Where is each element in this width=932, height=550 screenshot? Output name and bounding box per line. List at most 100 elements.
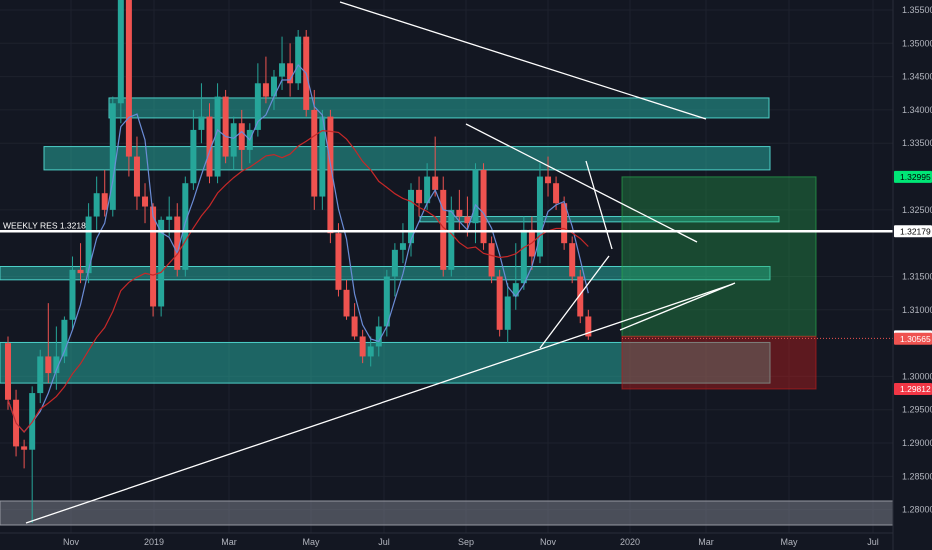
candle-body[interactable]: [77, 269, 84, 274]
time-tick-label: Nov: [540, 537, 557, 547]
price-tick-label: 1.33500: [902, 138, 932, 148]
price-tag: [894, 170, 932, 183]
time-tick-label: Nov: [63, 537, 80, 547]
candle-body[interactable]: [561, 203, 568, 244]
candle-body[interactable]: [488, 243, 495, 277]
candle-body[interactable]: [101, 193, 108, 210]
candle-body[interactable]: [391, 249, 398, 277]
candle-body[interactable]: [230, 123, 237, 157]
candle-body[interactable]: [206, 116, 213, 177]
candle-body[interactable]: [133, 156, 140, 197]
candle-body[interactable]: [456, 209, 463, 217]
trendline[interactable]: [619, 282, 736, 331]
candle-body[interactable]: [270, 76, 277, 97]
fast-moving-average-line: [7, 63, 589, 433]
candle-body[interactable]: [504, 296, 511, 330]
candle-body[interactable]: [254, 83, 261, 130]
candle-body[interactable]: [190, 129, 197, 184]
time-tick-label: May: [780, 537, 798, 547]
trendline[interactable]: [25, 283, 734, 524]
candle-body[interactable]: [5, 343, 11, 400]
candle-body[interactable]: [432, 176, 439, 190]
candle-body[interactable]: [448, 209, 455, 270]
candle-body[interactable]: [367, 346, 374, 357]
candle-body[interactable]: [424, 176, 431, 204]
candle-body[interactable]: [158, 219, 165, 307]
candle-body[interactable]: [335, 233, 342, 290]
time-tick-label: 2020: [620, 537, 640, 547]
candle-body[interactable]: [85, 216, 92, 274]
candle-body[interactable]: [61, 319, 68, 357]
candle-body[interactable]: [214, 96, 221, 177]
candle-body[interactable]: [142, 196, 149, 207]
candle-body[interactable]: [343, 289, 350, 317]
candle-body[interactable]: [295, 36, 302, 84]
candle-body[interactable]: [408, 189, 414, 244]
candle-body[interactable]: [198, 116, 205, 130]
price-tick-label: 1.30000: [902, 371, 932, 381]
candle-body[interactable]: [45, 356, 52, 374]
price-tag: [894, 382, 932, 395]
candle-body[interactable]: [416, 189, 423, 204]
weekly-resistance-label: WEEKLY RES 1.3218: [3, 220, 86, 230]
candle-body[interactable]: [375, 326, 382, 347]
price-tag: [894, 225, 932, 238]
time-tick-label: Sep: [458, 537, 474, 547]
trendline[interactable]: [465, 123, 698, 243]
price-tick-label: 1.31000: [902, 305, 932, 315]
price-tick-label: 1.34500: [902, 72, 932, 82]
candle-body[interactable]: [577, 276, 584, 317]
candle-body[interactable]: [464, 216, 471, 224]
candle-body[interactable]: [359, 336, 366, 357]
price-tick-label: 1.35500: [902, 5, 932, 15]
candle-body[interactable]: [472, 169, 479, 224]
candle-body[interactable]: [279, 63, 286, 77]
candle-body[interactable]: [109, 103, 116, 210]
candle-body[interactable]: [440, 189, 447, 270]
candle-body[interactable]: [536, 176, 543, 257]
candle-body[interactable]: [351, 316, 358, 337]
candle-body[interactable]: [480, 169, 487, 244]
support-resistance-zone: [43, 146, 771, 171]
candle-body[interactable]: [238, 123, 245, 150]
trendline[interactable]: [585, 160, 613, 250]
candle-body[interactable]: [117, 0, 124, 104]
candle-body[interactable]: [125, 0, 132, 157]
candle-body[interactable]: [182, 183, 189, 270]
candle-body[interactable]: [174, 216, 181, 270]
time-tick-label: 2019: [144, 537, 164, 547]
candle-body[interactable]: [311, 109, 318, 197]
price-tick-label: 1.29000: [902, 438, 932, 448]
candle-body[interactable]: [262, 83, 269, 97]
candle-body[interactable]: [93, 193, 100, 217]
candle-body[interactable]: [496, 276, 503, 330]
trendline[interactable]: [339, 1, 707, 120]
grey-zone: [0, 500, 894, 526]
candle-body[interactable]: [69, 269, 76, 320]
price-tag: [894, 332, 932, 345]
candle-body[interactable]: [166, 216, 173, 220]
candle-body[interactable]: [569, 243, 576, 277]
candle-body[interactable]: [383, 276, 390, 327]
candle-body[interactable]: [53, 356, 60, 374]
profit-zone: [621, 176, 817, 337]
candle-body[interactable]: [327, 116, 334, 234]
candle-body[interactable]: [37, 356, 44, 394]
candle-body[interactable]: [319, 116, 326, 197]
candle-body[interactable]: [512, 283, 519, 297]
candle-body[interactable]: [399, 243, 406, 250]
trendline[interactable]: [539, 255, 610, 349]
candle-body[interactable]: [545, 176, 552, 184]
candle-body[interactable]: [222, 96, 229, 157]
candle-body[interactable]: [21, 446, 28, 450]
price-tag-label: 1.29812: [900, 384, 931, 394]
candle-body[interactable]: [553, 183, 560, 204]
candle-body[interactable]: [150, 206, 157, 307]
candle-body[interactable]: [585, 316, 592, 337]
candle-body[interactable]: [287, 63, 294, 84]
time-tick-label: Jul: [867, 537, 879, 547]
candle-body[interactable]: [520, 229, 527, 284]
support-resistance-zone: [0, 341, 771, 384]
